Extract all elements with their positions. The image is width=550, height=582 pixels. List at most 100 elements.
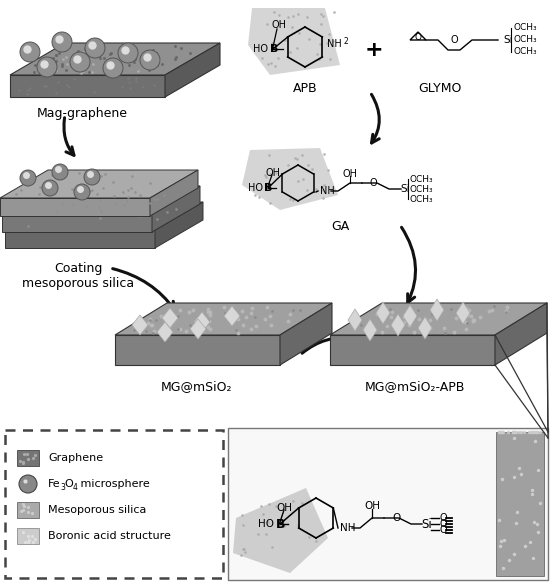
Text: +: + bbox=[365, 40, 383, 60]
Polygon shape bbox=[157, 322, 173, 342]
Text: Mesoporous silica: Mesoporous silica bbox=[48, 505, 146, 515]
Bar bbox=[5, 430, 223, 578]
Text: O: O bbox=[439, 513, 447, 523]
Text: NH: NH bbox=[340, 523, 355, 533]
Text: OH: OH bbox=[364, 501, 380, 511]
Polygon shape bbox=[224, 306, 240, 326]
Polygon shape bbox=[248, 8, 340, 75]
Polygon shape bbox=[115, 335, 280, 365]
Polygon shape bbox=[376, 302, 390, 324]
Text: Si: Si bbox=[400, 184, 410, 194]
Polygon shape bbox=[456, 302, 470, 324]
Text: GLYMO: GLYMO bbox=[419, 82, 461, 95]
Polygon shape bbox=[165, 43, 220, 97]
Polygon shape bbox=[5, 202, 203, 230]
Polygon shape bbox=[391, 314, 405, 336]
Circle shape bbox=[70, 52, 90, 72]
Bar bbox=[496, 432, 544, 576]
Text: O: O bbox=[64, 479, 73, 489]
Polygon shape bbox=[330, 335, 495, 365]
Text: O: O bbox=[392, 513, 400, 523]
Text: Si: Si bbox=[503, 35, 513, 45]
Circle shape bbox=[118, 43, 138, 63]
Polygon shape bbox=[152, 186, 200, 232]
Text: HO: HO bbox=[258, 519, 274, 529]
Text: O: O bbox=[415, 33, 421, 41]
Circle shape bbox=[19, 475, 37, 493]
Circle shape bbox=[84, 169, 100, 185]
Text: Fe: Fe bbox=[48, 479, 60, 489]
Text: O: O bbox=[370, 178, 378, 188]
Polygon shape bbox=[0, 198, 150, 216]
Polygon shape bbox=[0, 170, 198, 198]
Text: OH: OH bbox=[343, 169, 358, 179]
Text: APB: APB bbox=[293, 82, 317, 95]
Text: O: O bbox=[450, 35, 458, 45]
Bar bbox=[17, 502, 39, 518]
Text: O: O bbox=[439, 519, 447, 529]
Text: OCH₃: OCH₃ bbox=[410, 194, 433, 204]
Text: OCH₃: OCH₃ bbox=[410, 175, 433, 183]
Text: 2: 2 bbox=[343, 37, 348, 46]
Circle shape bbox=[20, 170, 36, 186]
Polygon shape bbox=[233, 488, 328, 573]
Text: 3: 3 bbox=[60, 482, 65, 492]
Text: Mag-graphene: Mag-graphene bbox=[36, 107, 128, 120]
Text: NH: NH bbox=[320, 186, 335, 196]
Circle shape bbox=[20, 42, 40, 62]
Text: Coating
mesoporous silica: Coating mesoporous silica bbox=[22, 262, 134, 290]
Bar bbox=[17, 450, 39, 466]
Polygon shape bbox=[194, 312, 210, 332]
Text: OH: OH bbox=[276, 503, 292, 513]
Text: OH: OH bbox=[266, 168, 281, 178]
Polygon shape bbox=[2, 186, 200, 214]
Text: GA: GA bbox=[331, 220, 349, 233]
Text: Graphene: Graphene bbox=[48, 453, 103, 463]
Circle shape bbox=[37, 57, 57, 77]
Polygon shape bbox=[430, 299, 444, 321]
Text: OCH₃: OCH₃ bbox=[513, 23, 537, 33]
Polygon shape bbox=[363, 319, 377, 341]
Text: MG@mSiO₂: MG@mSiO₂ bbox=[161, 380, 233, 393]
Circle shape bbox=[103, 58, 123, 78]
Circle shape bbox=[140, 50, 160, 70]
Polygon shape bbox=[5, 230, 155, 248]
Bar bbox=[228, 428, 548, 580]
Text: B: B bbox=[276, 517, 285, 531]
Text: NH: NH bbox=[327, 39, 342, 49]
Polygon shape bbox=[495, 303, 547, 365]
Polygon shape bbox=[150, 170, 198, 216]
Text: B: B bbox=[264, 183, 272, 193]
Polygon shape bbox=[2, 214, 152, 232]
Circle shape bbox=[42, 180, 58, 196]
Circle shape bbox=[52, 32, 72, 52]
Polygon shape bbox=[348, 309, 362, 331]
Polygon shape bbox=[115, 303, 332, 335]
Text: OCH₃: OCH₃ bbox=[513, 36, 537, 44]
Text: microsphere: microsphere bbox=[77, 479, 150, 489]
Polygon shape bbox=[10, 75, 165, 97]
Text: OCH₃: OCH₃ bbox=[513, 48, 537, 56]
Polygon shape bbox=[190, 319, 206, 339]
Polygon shape bbox=[242, 148, 338, 210]
Text: OH: OH bbox=[271, 20, 286, 30]
Text: OCH₃: OCH₃ bbox=[410, 184, 433, 193]
Text: B: B bbox=[270, 44, 278, 54]
Text: HO: HO bbox=[248, 183, 263, 193]
Text: 4: 4 bbox=[73, 482, 78, 492]
Circle shape bbox=[52, 164, 68, 180]
Polygon shape bbox=[403, 305, 417, 327]
Polygon shape bbox=[10, 43, 220, 75]
Polygon shape bbox=[330, 303, 547, 335]
Circle shape bbox=[85, 38, 105, 58]
Bar bbox=[17, 528, 39, 544]
Circle shape bbox=[74, 184, 90, 200]
Text: O: O bbox=[439, 525, 447, 535]
Polygon shape bbox=[280, 303, 332, 365]
Text: HO: HO bbox=[253, 44, 268, 54]
Text: Boronic acid structure: Boronic acid structure bbox=[48, 531, 171, 541]
Text: Si: Si bbox=[421, 517, 432, 531]
Polygon shape bbox=[162, 308, 178, 328]
Text: MG@mSiO₂-APB: MG@mSiO₂-APB bbox=[365, 380, 465, 393]
Polygon shape bbox=[155, 202, 203, 248]
